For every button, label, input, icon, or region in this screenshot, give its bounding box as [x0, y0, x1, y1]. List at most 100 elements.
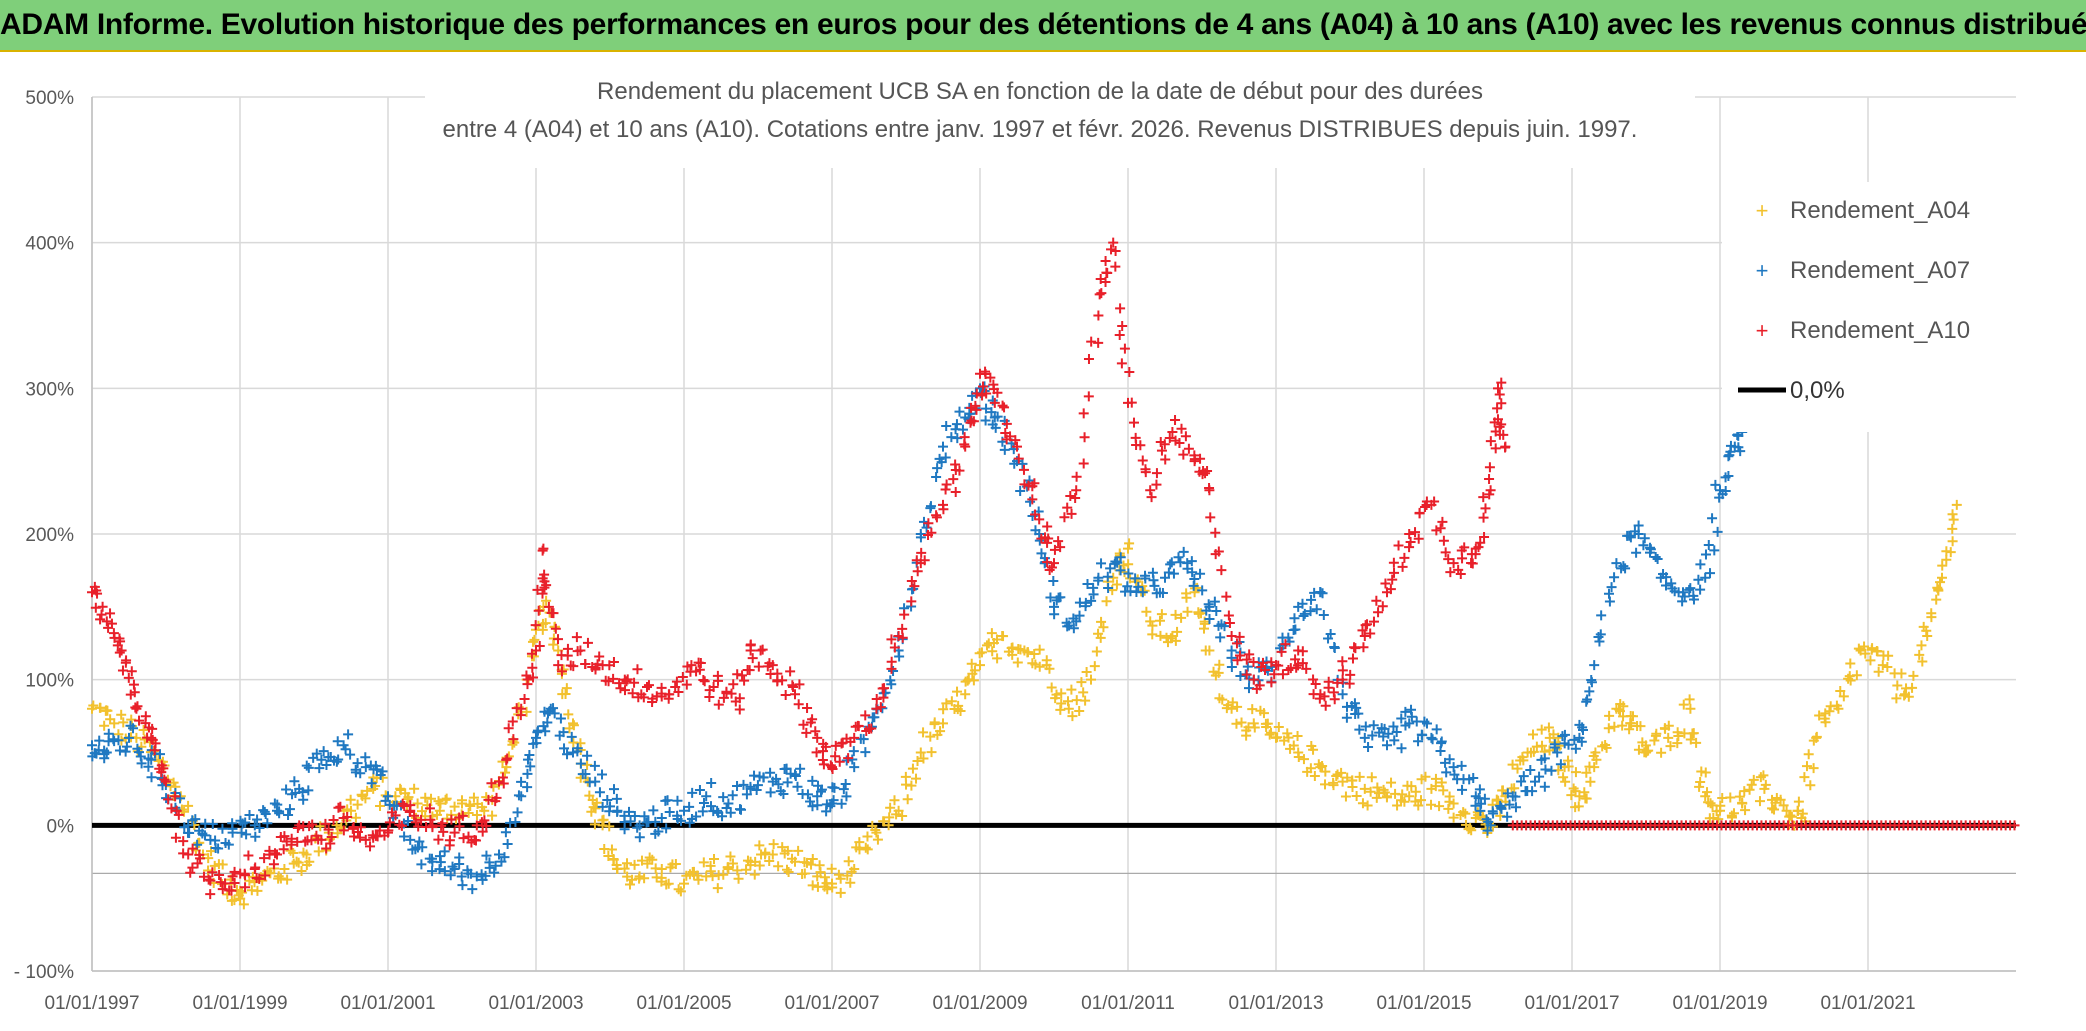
- data-point-fill: [1235, 671, 1246, 682]
- data-point-fill: [207, 819, 218, 830]
- x-tick-label-8: 01/01/2013: [1228, 993, 1323, 1014]
- data-point-fill: [1055, 542, 1066, 553]
- data-point-fill: [1337, 656, 1348, 667]
- data-point-fill: [360, 752, 371, 763]
- data-point: [1123, 543, 1133, 554]
- data-point-fill: [1563, 761, 1574, 772]
- data-point-fill: [1400, 706, 1411, 717]
- data-point-fill: [854, 837, 865, 848]
- data-point-fill: [1666, 578, 1677, 589]
- data-point-fill: [217, 884, 228, 895]
- data-point-fill: [1305, 763, 1316, 774]
- data-point-fill: [420, 792, 431, 803]
- data-point-fill: [580, 768, 591, 779]
- data-point-fill: [1363, 741, 1374, 752]
- data-point-fill: [1049, 544, 1060, 555]
- data-point-fill: [1093, 575, 1104, 586]
- series-layer: [87, 237, 2020, 910]
- data-point-fill: [1105, 563, 1116, 574]
- data-point-fill: [1945, 547, 1956, 558]
- data-point: [553, 660, 564, 671]
- data-point-fill: [97, 601, 108, 612]
- data-point: [960, 689, 971, 700]
- data-point-fill: [426, 793, 437, 804]
- data-point-fill: [175, 793, 186, 804]
- data-point-fill: [1941, 554, 1952, 565]
- data-point-fill: [886, 634, 897, 645]
- data-point-fill: [1473, 542, 1484, 553]
- data-point-fill: [1273, 721, 1284, 732]
- data-point-fill: [417, 842, 428, 853]
- data-point-fill: [1126, 397, 1137, 408]
- data-point: [975, 660, 985, 671]
- data-point-fill: [126, 666, 137, 677]
- chart: 500%400%300%200%100%0%- 100% 01/01/1997 0…: [0, 52, 2086, 1031]
- data-point-fill: [236, 827, 247, 838]
- data-point-fill: [471, 809, 482, 820]
- data-point-fill: [1344, 678, 1355, 689]
- data-point: [1063, 703, 1074, 714]
- data-point-fill: [1488, 808, 1499, 819]
- data-point-fill: [985, 372, 996, 383]
- data-point-fill: [1288, 740, 1299, 751]
- data-point-fill: [627, 874, 638, 885]
- data-point-fill: [1377, 601, 1388, 612]
- data-point-fill: [672, 795, 683, 806]
- data-point: [871, 827, 882, 838]
- data-point-fill: [1128, 417, 1139, 428]
- data-point-fill: [503, 723, 514, 734]
- data-point-fill: [1455, 569, 1466, 580]
- data-point-fill: [777, 675, 788, 686]
- data-point-fill: [340, 744, 351, 755]
- data-point-fill: [1435, 523, 1446, 534]
- data-point-fill: [932, 463, 943, 474]
- data-point-fill: [735, 804, 746, 815]
- legend-marker-a07: +: [1756, 258, 1769, 283]
- data-point-fill: [987, 646, 998, 657]
- data-point-fill: [1586, 674, 1597, 685]
- data-point: [1226, 645, 1237, 656]
- data-point-fill: [747, 653, 758, 664]
- data-point-fill: [1702, 787, 1713, 798]
- data-point-fill: [840, 778, 851, 789]
- data-point-fill: [1266, 727, 1277, 738]
- data-point-fill: [1700, 767, 1711, 778]
- data-point-fill: [301, 760, 312, 771]
- data-point-fill: [1231, 638, 1242, 649]
- data-point-fill: [155, 749, 166, 760]
- data-point-fill: [260, 870, 271, 881]
- data-point-fill: [1347, 653, 1358, 664]
- data-point-fill: [1340, 791, 1351, 802]
- data-point-fill: [1769, 804, 1780, 815]
- data-point-fill: [490, 796, 501, 807]
- data-point: [1160, 572, 1170, 583]
- data-point-fill: [1116, 358, 1127, 369]
- data-point: [1359, 783, 1370, 794]
- data-point-fill: [1341, 712, 1352, 723]
- data-point-fill: [1413, 800, 1424, 811]
- data-point-fill: [275, 873, 286, 884]
- data-point-fill: [1539, 781, 1550, 792]
- data-point-fill: [134, 715, 145, 726]
- data-point-fill: [402, 794, 413, 805]
- legend: + Rendement_A04 + Rendement_A07 + Rendem…: [1722, 182, 2022, 432]
- data-point-fill: [1748, 774, 1759, 785]
- data-point-fill: [562, 749, 573, 760]
- data-point-fill: [1512, 763, 1523, 774]
- data-point-fill: [1421, 718, 1432, 729]
- data-point-fill: [522, 782, 533, 793]
- x-tick-label-3: 01/01/2003: [488, 993, 583, 1014]
- data-point: [205, 875, 216, 886]
- data-point-fill: [771, 773, 782, 784]
- data-point-fill: [1269, 669, 1280, 680]
- data-point-fill: [500, 827, 511, 838]
- legend-label-zero: 0,0%: [1790, 377, 1845, 404]
- data-point-fill: [560, 688, 571, 699]
- data-point-fill: [827, 882, 838, 893]
- data-point-fill: [1010, 435, 1021, 446]
- data-point-fill: [96, 609, 107, 620]
- data-point-fill: [694, 664, 705, 675]
- data-point-fill: [516, 776, 527, 787]
- data-point-fill: [187, 862, 198, 873]
- data-point-fill: [1156, 445, 1167, 456]
